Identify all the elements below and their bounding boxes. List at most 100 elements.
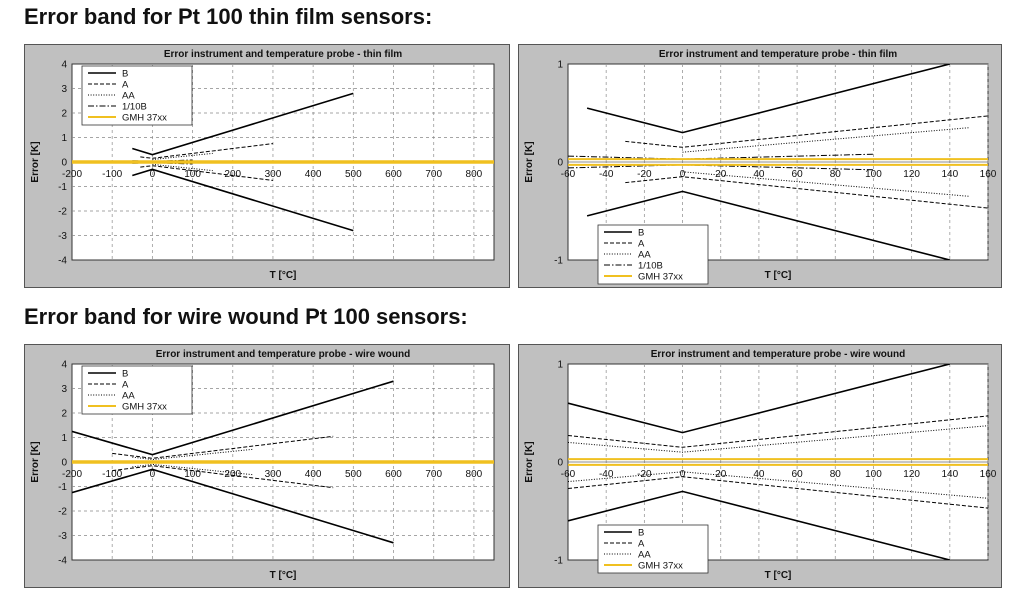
y-tick-label: 4 xyxy=(61,360,67,371)
x-axis-label: T [°C] xyxy=(765,270,792,281)
legend-box xyxy=(597,224,709,285)
y-tick-label: -3 xyxy=(58,531,67,542)
legend-label: AA xyxy=(638,550,651,561)
x-tick-label: 60 xyxy=(792,169,804,180)
x-tick-label: -60 xyxy=(561,469,576,480)
legend-label: A xyxy=(122,80,129,91)
series-a-upper xyxy=(568,415,988,448)
x-tick-label: 80 xyxy=(830,169,842,180)
x-tick-label: 40 xyxy=(753,469,765,480)
x-tick-label: 500 xyxy=(345,169,362,180)
legend-label: GMH 37xx xyxy=(122,113,167,124)
legend-label: AA xyxy=(638,250,651,261)
legend-label: GMH 37xx xyxy=(638,561,683,572)
x-axis-label: T [°C] xyxy=(765,570,792,581)
y-tick-label: 0 xyxy=(557,158,563,169)
legend-label: B xyxy=(122,369,128,380)
x-tick-label: 100 xyxy=(184,469,201,480)
legend-label: A xyxy=(638,539,645,550)
y-tick-label: 1 xyxy=(61,133,67,144)
x-tick-label: 400 xyxy=(305,169,322,180)
y-tick-label: -2 xyxy=(58,507,67,518)
x-tick-label: 100 xyxy=(184,169,201,180)
x-tick-label: -200 xyxy=(62,469,82,480)
chart-title: Error instrument and temperature probe -… xyxy=(164,49,402,60)
x-tick-label: -40 xyxy=(599,469,614,480)
series-b-upper xyxy=(132,92,354,156)
x-tick-label: 100 xyxy=(865,169,882,180)
y-tick-label: -3 xyxy=(58,231,67,242)
x-tick-label: 400 xyxy=(305,469,322,480)
x-axis-label: T [°C] xyxy=(270,570,297,581)
x-axis-label: T [°C] xyxy=(270,270,297,281)
x-tick-label: -20 xyxy=(637,169,652,180)
legend-label: GMH 37xx xyxy=(122,402,167,413)
x-tick-label: 200 xyxy=(224,169,241,180)
y-tick-label: 1 xyxy=(557,360,563,371)
series-1-10b-lower xyxy=(568,164,874,171)
x-tick-label: 40 xyxy=(753,169,765,180)
legend-label: AA xyxy=(122,391,135,402)
y-tick-label: -4 xyxy=(58,556,67,567)
series-a-upper xyxy=(112,435,334,459)
section-heading-thin-film: Error band for Pt 100 thin film sensors: xyxy=(24,4,433,29)
y-axis-label: Error [K] xyxy=(524,141,535,182)
section-heading-wire-wound: Error band for wire wound Pt 100 sensors… xyxy=(24,304,468,329)
legend-label: B xyxy=(122,69,128,80)
series-b-lower xyxy=(72,468,394,544)
y-tick-label: 0 xyxy=(61,458,67,469)
series-b-lower xyxy=(132,168,354,232)
chart-title: Error instrument and temperature probe -… xyxy=(659,49,897,60)
x-tick-label: 100 xyxy=(865,469,882,480)
x-tick-label: 0 xyxy=(680,169,686,180)
x-tick-label: 140 xyxy=(941,169,958,180)
legend-label: A xyxy=(638,239,645,250)
series-a-lower xyxy=(568,476,988,509)
legend-label: A xyxy=(122,380,129,391)
y-tick-label: 1 xyxy=(61,433,67,444)
y-tick-label: -1 xyxy=(554,256,563,267)
x-tick-label: 160 xyxy=(980,169,997,180)
x-tick-label: 0 xyxy=(680,469,686,480)
y-tick-label: -4 xyxy=(58,256,67,267)
x-tick-label: -20 xyxy=(637,469,652,480)
x-tick-label: 800 xyxy=(466,469,483,480)
y-tick-label: 0 xyxy=(557,458,563,469)
x-tick-label: 500 xyxy=(345,469,362,480)
series-a-upper xyxy=(625,115,988,148)
legend-label: GMH 37xx xyxy=(638,272,683,283)
series-a-lower xyxy=(112,465,334,489)
x-tick-label: 800 xyxy=(466,169,483,180)
x-tick-label: 160 xyxy=(980,469,997,480)
x-tick-label: -100 xyxy=(102,169,122,180)
x-tick-label: 60 xyxy=(792,469,804,480)
y-tick-label: 0 xyxy=(61,158,67,169)
x-tick-label: -40 xyxy=(599,169,614,180)
chart-thin-film-zoom: -1 0 1 -60 -40 -20 0 20 40 60 80 100 120 140 160 Error … xyxy=(518,44,1002,288)
y-tick-label: 3 xyxy=(61,384,67,395)
y-axis-label: Error [K] xyxy=(30,441,41,482)
x-tick-label: 120 xyxy=(903,469,920,480)
x-tick-label: -200 xyxy=(62,169,82,180)
x-tick-label: 80 xyxy=(830,469,842,480)
x-tick-label: 300 xyxy=(265,169,282,180)
y-axis-label: Error [K] xyxy=(30,141,41,182)
series-aa-lower xyxy=(682,171,969,197)
chart-title: Error instrument and temperature probe -… xyxy=(156,349,410,360)
y-tick-label: -2 xyxy=(58,207,67,218)
chart-wire-wound-zoom: -1 0 1 -60 -40 -20 0 20 40 60 80 100 120 140 160 Error … xyxy=(518,344,1002,588)
series-b-upper xyxy=(568,364,950,434)
chart-title: Error instrument and temperature probe -… xyxy=(651,349,905,360)
y-tick-label: 1 xyxy=(557,60,563,71)
series-a-upper xyxy=(140,143,274,159)
series-a-lower xyxy=(625,176,988,209)
legend-label: 1/10B xyxy=(638,261,663,272)
series-1-10b-upper xyxy=(568,153,874,160)
x-tick-label: 20 xyxy=(715,469,727,480)
legend-label: B xyxy=(638,228,644,239)
legend-label: AA xyxy=(122,91,135,102)
y-tick-label: -1 xyxy=(58,482,67,493)
x-tick-label: -60 xyxy=(561,169,576,180)
legend-box xyxy=(81,65,193,126)
x-tick-label: -100 xyxy=(102,469,122,480)
